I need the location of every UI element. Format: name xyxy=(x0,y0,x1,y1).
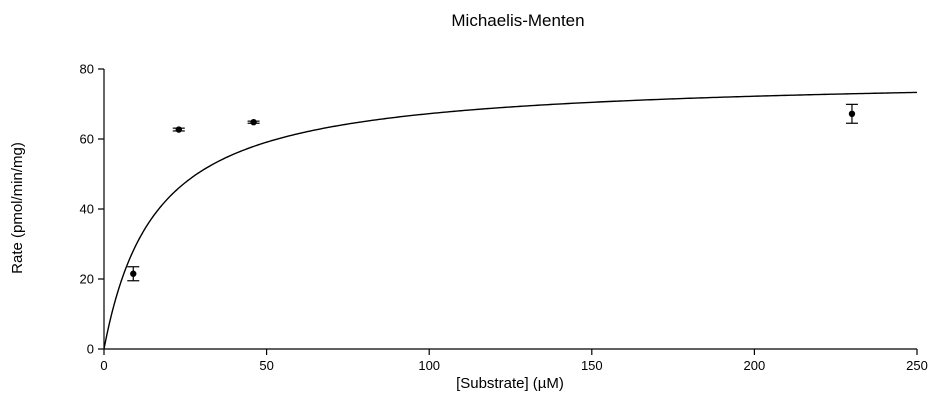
x-tick-label: 50 xyxy=(259,358,273,373)
x-tick-label: 250 xyxy=(906,358,928,373)
fit-curve-group xyxy=(103,91,918,350)
fit-curve-line xyxy=(103,91,918,350)
y-tick-label: 60 xyxy=(80,132,94,147)
x-tick-label: 150 xyxy=(581,358,603,373)
data-point xyxy=(250,119,257,126)
y-tick-label: 40 xyxy=(80,202,94,217)
data-points-group xyxy=(127,103,858,282)
y-tick-label: 20 xyxy=(80,272,94,287)
data-point xyxy=(175,126,182,133)
data-point xyxy=(130,270,137,277)
chart-title: Michaelis-Menten xyxy=(451,11,584,30)
data-point xyxy=(848,110,856,118)
y-tick-label: 80 xyxy=(80,62,94,77)
x-axis-label: [Substrate] (µM) xyxy=(456,375,564,392)
y-axis-label: Rate (pmol/min/mg) xyxy=(9,142,26,274)
axes: 0 50 100 150 200 250 0 20 40 60 80 xyxy=(80,62,928,374)
x-tick-label: 200 xyxy=(744,358,766,373)
x-tick-label: 100 xyxy=(418,358,440,373)
y-tick-label: 0 xyxy=(87,342,94,357)
x-tick-label: 0 xyxy=(100,358,107,373)
